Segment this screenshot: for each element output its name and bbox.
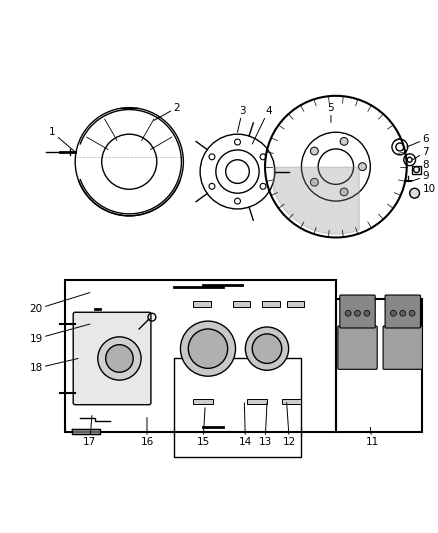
Text: 3: 3 (237, 106, 246, 132)
Circle shape (311, 179, 318, 186)
Text: 14: 14 (239, 403, 252, 447)
FancyBboxPatch shape (383, 326, 422, 369)
Circle shape (260, 183, 266, 189)
FancyBboxPatch shape (338, 326, 377, 369)
Text: 19: 19 (29, 324, 90, 344)
FancyBboxPatch shape (385, 295, 420, 328)
Circle shape (98, 337, 141, 380)
Text: 5: 5 (328, 103, 334, 123)
Circle shape (209, 154, 215, 160)
Bar (336, 300, 422, 432)
Circle shape (355, 310, 360, 316)
Circle shape (340, 138, 348, 146)
Circle shape (209, 183, 215, 189)
Polygon shape (72, 429, 100, 434)
Circle shape (234, 198, 240, 204)
Bar (173, 359, 301, 457)
Circle shape (364, 310, 370, 316)
Circle shape (245, 327, 289, 370)
Circle shape (311, 147, 318, 155)
Bar (193, 399, 213, 403)
Text: 20: 20 (30, 293, 90, 314)
Circle shape (345, 310, 351, 316)
Bar (65, 280, 336, 432)
Text: 7: 7 (413, 147, 429, 160)
Text: 8: 8 (418, 160, 429, 169)
Text: 10: 10 (420, 184, 435, 194)
Bar (262, 302, 280, 308)
Text: 15: 15 (196, 408, 210, 447)
Circle shape (106, 345, 133, 372)
Circle shape (390, 310, 396, 316)
Bar (233, 302, 250, 308)
Circle shape (410, 188, 420, 198)
Circle shape (188, 329, 228, 368)
Bar (412, 166, 421, 174)
Text: 18: 18 (29, 359, 78, 373)
FancyBboxPatch shape (73, 312, 151, 405)
Circle shape (400, 310, 406, 316)
Circle shape (180, 321, 236, 376)
Text: 2: 2 (154, 103, 180, 120)
Text: 1: 1 (49, 127, 75, 152)
Text: 13: 13 (258, 403, 272, 447)
Bar (193, 302, 211, 308)
Text: 6: 6 (407, 134, 429, 147)
Text: 9: 9 (411, 172, 429, 181)
Text: 17: 17 (83, 416, 96, 447)
Text: 4: 4 (252, 106, 272, 144)
Circle shape (340, 188, 348, 196)
Circle shape (409, 310, 415, 316)
Bar (287, 302, 304, 308)
Circle shape (252, 334, 282, 364)
Bar (247, 399, 267, 403)
Circle shape (260, 154, 266, 160)
Circle shape (358, 163, 366, 171)
Bar (282, 399, 301, 403)
FancyBboxPatch shape (340, 295, 375, 328)
Text: 11: 11 (365, 427, 378, 447)
Text: 12: 12 (283, 403, 296, 447)
Circle shape (234, 139, 240, 145)
Text: 16: 16 (140, 417, 154, 447)
